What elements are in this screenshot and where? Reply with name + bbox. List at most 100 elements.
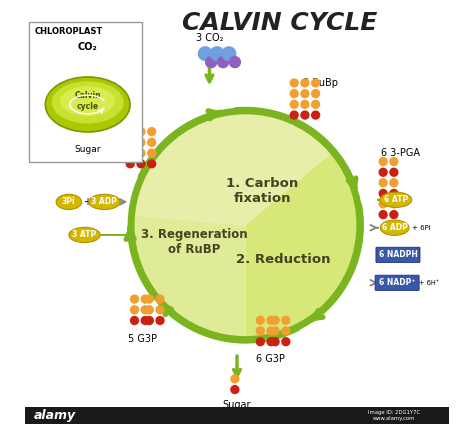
FancyBboxPatch shape (375, 275, 419, 290)
Circle shape (389, 210, 399, 219)
Circle shape (210, 47, 224, 60)
Circle shape (147, 138, 156, 147)
Circle shape (378, 167, 388, 177)
Circle shape (311, 89, 320, 98)
Circle shape (271, 326, 280, 336)
Ellipse shape (60, 86, 115, 116)
Text: 6 ATP: 6 ATP (384, 196, 408, 204)
Text: +: + (82, 197, 91, 207)
Text: 6 NADP⁺: 6 NADP⁺ (379, 278, 415, 287)
Circle shape (199, 47, 212, 60)
Circle shape (130, 295, 139, 304)
Text: CHLOROPLAST: CHLOROPLAST (35, 27, 103, 37)
Circle shape (147, 159, 156, 168)
Circle shape (155, 295, 164, 304)
Text: 2. Reduction: 2. Reduction (237, 252, 331, 266)
Text: Sugar: Sugar (223, 400, 251, 410)
Circle shape (378, 157, 388, 166)
Circle shape (229, 57, 240, 68)
Circle shape (311, 110, 320, 120)
Circle shape (378, 189, 388, 198)
Circle shape (141, 305, 150, 314)
Circle shape (389, 178, 399, 187)
Ellipse shape (52, 81, 124, 124)
Text: 3. Regeneration
of RuBP: 3. Regeneration of RuBP (141, 228, 248, 256)
Circle shape (206, 57, 217, 68)
Circle shape (218, 57, 228, 68)
Circle shape (290, 78, 299, 88)
Wedge shape (246, 152, 360, 340)
Circle shape (145, 295, 154, 304)
Text: 3 RuBp: 3 RuBp (303, 78, 337, 88)
Ellipse shape (46, 77, 130, 132)
Circle shape (271, 316, 280, 325)
Circle shape (155, 316, 164, 325)
Circle shape (300, 89, 310, 98)
Circle shape (137, 138, 146, 147)
Circle shape (300, 110, 310, 120)
Text: 6 3-PGA: 6 3-PGA (381, 148, 420, 158)
Text: 5 G3P: 5 G3P (128, 334, 157, 345)
Text: 3 ADP: 3 ADP (91, 197, 118, 207)
Circle shape (378, 178, 388, 187)
Circle shape (255, 316, 265, 325)
FancyBboxPatch shape (29, 22, 142, 162)
Circle shape (389, 157, 399, 166)
Text: alamy: alamy (34, 409, 76, 422)
Circle shape (389, 199, 399, 209)
Circle shape (126, 148, 135, 158)
Circle shape (378, 210, 388, 219)
Circle shape (266, 326, 276, 336)
Wedge shape (131, 111, 333, 225)
Ellipse shape (380, 192, 412, 207)
Circle shape (130, 305, 139, 314)
Text: Sugar: Sugar (74, 145, 101, 154)
Ellipse shape (89, 194, 120, 210)
Circle shape (378, 199, 388, 209)
Circle shape (230, 385, 239, 394)
Text: CO₂: CO₂ (78, 42, 98, 52)
Text: 3Pi: 3Pi (62, 197, 76, 207)
Circle shape (281, 337, 291, 346)
Circle shape (137, 159, 146, 168)
Text: 6 NADPH: 6 NADPH (379, 250, 418, 259)
Circle shape (126, 159, 135, 168)
Text: + 6H⁺: + 6H⁺ (419, 280, 439, 286)
Circle shape (389, 167, 399, 177)
Circle shape (137, 148, 146, 158)
Circle shape (230, 374, 239, 383)
Circle shape (155, 305, 164, 314)
Circle shape (126, 138, 135, 147)
Ellipse shape (56, 194, 82, 210)
Circle shape (300, 100, 310, 109)
Circle shape (300, 78, 310, 88)
Circle shape (147, 148, 156, 158)
Text: Calvin
cycle: Calvin cycle (74, 91, 101, 111)
Circle shape (290, 89, 299, 98)
Circle shape (389, 189, 399, 198)
Text: + 6Pi: + 6Pi (412, 225, 430, 231)
Circle shape (147, 127, 156, 136)
FancyBboxPatch shape (376, 247, 420, 263)
Text: Image ID: 2DG1Y7C
www.alamy.com: Image ID: 2DG1Y7C www.alamy.com (368, 410, 420, 421)
Circle shape (281, 316, 291, 325)
Text: 3 ATP: 3 ATP (73, 230, 97, 239)
Text: 3 RuBp: 3 RuBp (89, 121, 123, 130)
Text: 6 ADP: 6 ADP (382, 223, 408, 232)
Circle shape (290, 100, 299, 109)
Ellipse shape (380, 220, 409, 235)
Circle shape (271, 337, 280, 346)
Circle shape (145, 305, 154, 314)
Circle shape (130, 316, 139, 325)
Circle shape (255, 326, 265, 336)
Circle shape (141, 316, 150, 325)
Wedge shape (131, 215, 246, 340)
Circle shape (281, 326, 291, 336)
Bar (25, 407, 449, 424)
Text: 3 CO₂: 3 CO₂ (196, 33, 223, 43)
Ellipse shape (69, 227, 100, 243)
Circle shape (255, 337, 265, 346)
Circle shape (290, 110, 299, 120)
Circle shape (222, 47, 236, 60)
Circle shape (266, 316, 276, 325)
